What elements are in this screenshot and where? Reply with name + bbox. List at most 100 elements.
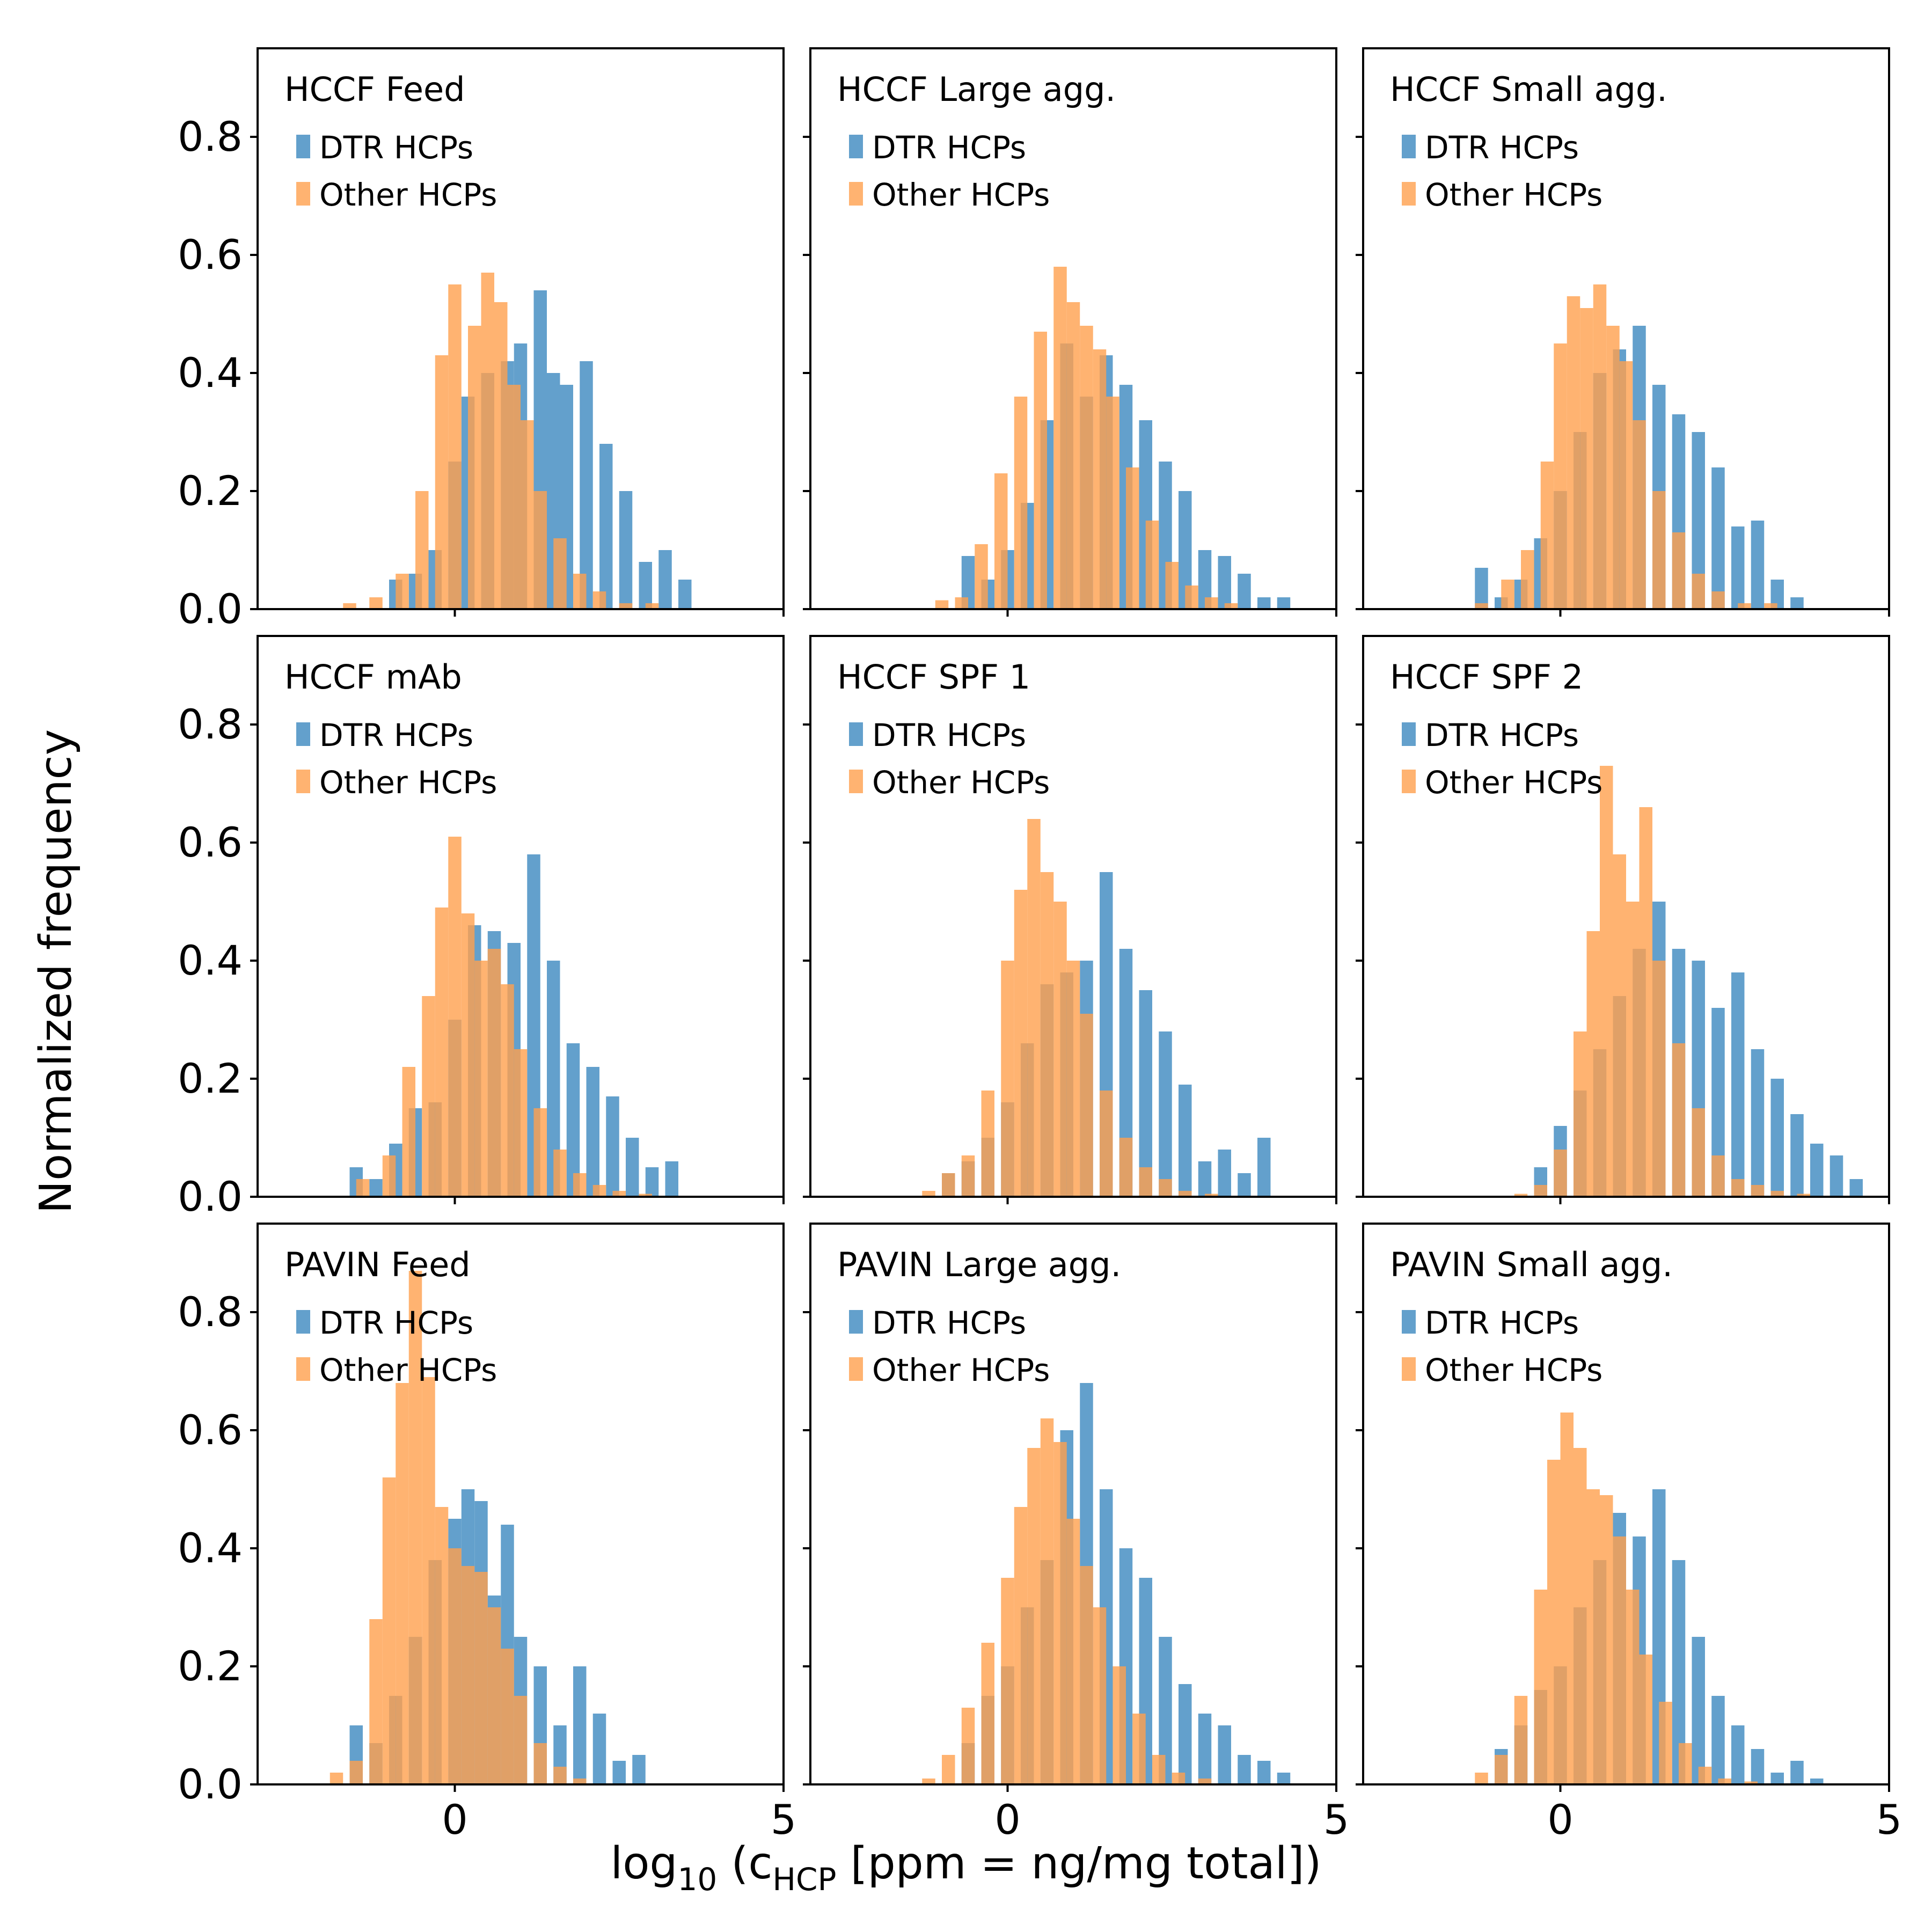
bar-other-hcps: [1014, 1507, 1028, 1784]
bar-dtr-hcps: [1179, 1085, 1192, 1197]
bar-dtr-hcps: [645, 1167, 659, 1197]
bar-other-hcps: [1066, 961, 1080, 1197]
axes-frame: [257, 1223, 785, 1785]
axes-frame: [1362, 1223, 1890, 1785]
bar-other-hcps: [382, 1477, 396, 1784]
bar-other-hcps: [573, 574, 587, 609]
bar-dtr-hcps: [1238, 1173, 1251, 1197]
bar-other-hcps: [639, 1194, 652, 1197]
bar-dtr-hcps: [1692, 1637, 1705, 1784]
bar-other-hcps: [1731, 1179, 1745, 1197]
bar-other-hcps: [1711, 591, 1725, 609]
bar-other-hcps: [1797, 1194, 1810, 1197]
bar-dtr-hcps: [566, 1043, 580, 1197]
bar-dtr-hcps: [1829, 1155, 1843, 1197]
bar-other-hcps: [1093, 1607, 1107, 1784]
legend-swatch-other-hcps: [1402, 770, 1416, 793]
bar-other-hcps: [382, 1155, 396, 1197]
bar-other-hcps: [507, 385, 521, 609]
legend-label-other-hcps: Other HCPs: [872, 177, 1050, 213]
bar-other-hcps: [942, 1173, 955, 1197]
bar-dtr-hcps: [1218, 556, 1231, 609]
bar-other-hcps: [1619, 361, 1633, 609]
bar-other-hcps: [461, 913, 475, 1197]
x-axis-label-tail: [ppm = ng/mg total]): [837, 1838, 1322, 1889]
bar-other-hcps: [1185, 586, 1198, 609]
x-tick-label: 0: [994, 1796, 1020, 1843]
bar-dtr-hcps: [1751, 1749, 1765, 1784]
bar-other-hcps: [1718, 1779, 1731, 1784]
bar-dtr-hcps: [678, 580, 692, 609]
bar-other-hcps: [514, 1696, 528, 1784]
panel-hccf-mab: 0.0 0.2 0.4 0.6 0.8 HCCF mAb DTR HCPs Other HCP…: [178, 635, 785, 1220]
series-other-hcps: [922, 819, 1218, 1197]
bar-dtr-hcps: [1277, 1773, 1291, 1784]
bar-other-hcps: [1014, 890, 1028, 1197]
bar-other-hcps: [408, 1271, 422, 1784]
bar-other-hcps: [1586, 931, 1600, 1197]
bar-dtr-hcps: [1179, 1684, 1192, 1784]
y-tick-label: 0.6: [178, 1406, 243, 1454]
bar-other-hcps: [422, 996, 435, 1197]
bar-other-hcps: [1744, 1781, 1758, 1784]
bar-other-hcps: [1475, 603, 1488, 609]
series-other-hcps: [935, 267, 1238, 609]
legend-label-dtr-hcps: DTR HCPs: [319, 129, 473, 166]
bar-other-hcps: [533, 1743, 547, 1784]
bar-other-hcps: [1606, 326, 1620, 609]
bar-other-hcps: [942, 1755, 955, 1784]
axes-frame: [1362, 47, 1890, 610]
bar-other-hcps: [1698, 1767, 1712, 1784]
x-tick-label: 0: [442, 1796, 467, 1843]
bar-other-hcps: [592, 1185, 606, 1197]
bar-dtr-hcps: [1731, 526, 1745, 609]
bar-other-hcps: [330, 1773, 343, 1784]
bar-dtr-hcps: [1770, 1773, 1784, 1784]
bar-dtr-hcps: [1751, 521, 1765, 609]
bar-other-hcps: [1106, 397, 1119, 609]
bar-other-hcps: [1534, 1185, 1547, 1197]
bar-other-hcps: [1692, 1108, 1705, 1197]
legend: DTR HCPs Other HCPs: [296, 1305, 497, 1388]
bar-other-hcps: [1034, 332, 1047, 609]
legend-swatch-dtr-hcps: [296, 1310, 310, 1334]
legend-label-other-hcps: Other HCPs: [319, 1352, 497, 1388]
legend: DTR HCPs Other HCPs: [1402, 129, 1602, 213]
axes-frame: [809, 1223, 1337, 1785]
panel-title: PAVIN Small agg.: [1390, 1245, 1673, 1284]
bar-other-hcps: [553, 1150, 567, 1197]
bar-other-hcps: [1593, 284, 1607, 609]
legend: DTR HCPs Other HCPs: [296, 717, 497, 801]
bar-dtr-hcps: [658, 550, 672, 609]
bar-dtr-hcps: [619, 491, 633, 609]
bar-dtr-hcps: [606, 1096, 619, 1197]
bar-other-hcps: [356, 1179, 370, 1197]
bar-dtr-hcps: [612, 1761, 626, 1784]
bar-other-hcps: [1626, 902, 1640, 1197]
bar-other-hcps: [1119, 1138, 1133, 1197]
bar-other-hcps: [619, 603, 633, 609]
bar-other-hcps: [961, 1708, 975, 1784]
legend-label-dtr-hcps: DTR HCPs: [1425, 129, 1579, 166]
bar-other-hcps: [1132, 1714, 1146, 1784]
legend-swatch-other-hcps: [1402, 1357, 1416, 1381]
bar-other-hcps: [396, 574, 409, 609]
series-other-hcps: [1475, 1413, 1758, 1784]
bar-other-hcps: [935, 600, 949, 609]
bar-other-hcps: [1514, 1696, 1528, 1784]
legend: DTR HCPs Other HCPs: [849, 129, 1050, 213]
axes-frame: [257, 47, 785, 610]
bar-other-hcps: [1066, 1519, 1080, 1784]
bar-dtr-hcps: [1139, 990, 1152, 1197]
panel-grid: 0.0 0.2 0.4 0.6 0.8 HCCF Feed DTR HCPs Other HC…: [178, 47, 1902, 1843]
y-tick-label: 0.2: [178, 1055, 243, 1102]
bar-other-hcps: [994, 473, 1008, 609]
bar-other-hcps: [592, 591, 606, 609]
bar-other-hcps: [415, 491, 429, 609]
bar-other-hcps: [1001, 961, 1014, 1197]
bar-other-hcps: [1639, 1655, 1652, 1784]
bar-other-hcps: [975, 544, 988, 609]
legend-label-other-hcps: Other HCPs: [872, 764, 1050, 801]
bar-other-hcps: [1027, 819, 1041, 1197]
legend-swatch-dtr-hcps: [296, 722, 310, 746]
